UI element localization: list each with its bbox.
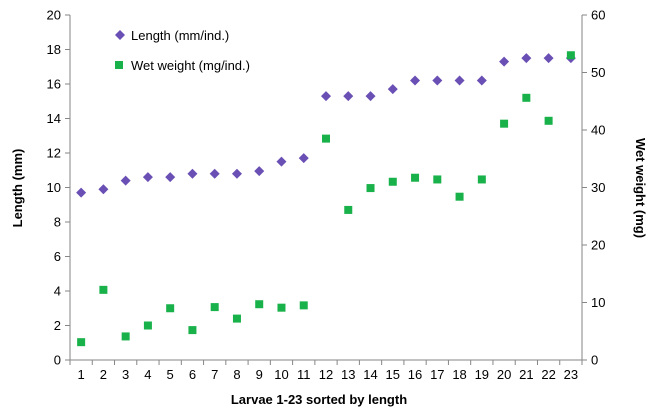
y-left-tick-label: 20 <box>47 8 61 23</box>
length-point <box>321 91 331 102</box>
x-tick-label: 10 <box>274 367 288 382</box>
x-tick-label: 9 <box>256 367 263 382</box>
length-point <box>365 91 376 102</box>
legend-length-label: Length (mm/ind.) <box>131 28 229 43</box>
wet-weight-point <box>166 304 175 313</box>
wet-weight-point <box>77 338 86 347</box>
wet-weight-point <box>455 192 464 201</box>
wet-weight-point <box>143 321 152 330</box>
length-point <box>98 184 109 195</box>
x-tick-label: 8 <box>233 367 240 382</box>
axes-layer <box>65 14 587 365</box>
x-tick-label: 15 <box>386 367 400 382</box>
x-tick-label: 12 <box>319 367 333 382</box>
x-tick-label: 5 <box>167 367 174 382</box>
length-point <box>476 75 487 86</box>
y-left-tick-label: 10 <box>47 180 61 195</box>
y-left-tick-label: 0 <box>54 353 61 368</box>
legend-length-marker <box>115 30 125 40</box>
y-left-tick-label: 14 <box>47 111 61 126</box>
x-tick-label: 14 <box>363 367 377 382</box>
length-point <box>343 91 354 102</box>
x-tick-label: 6 <box>189 367 196 382</box>
x-tick-label: 18 <box>452 367 466 382</box>
length-point <box>276 156 287 167</box>
legend-weight-label: Wet weight (mg/ind.) <box>131 58 250 73</box>
y-right-tick-label: 50 <box>591 65 605 80</box>
wet-weight-point <box>232 314 241 323</box>
x-tick-label: 7 <box>211 367 218 382</box>
wet-weight-point <box>188 326 197 335</box>
length-point <box>499 56 510 67</box>
x-tick-label: 3 <box>122 367 129 382</box>
x-tick-label: 17 <box>430 367 444 382</box>
length-point <box>120 175 131 186</box>
wet-weight-point <box>411 173 420 182</box>
x-tick-label: 21 <box>519 367 533 382</box>
wet-weight-point <box>388 177 397 186</box>
length-point <box>187 168 198 179</box>
y-right-tick-label: 30 <box>591 180 605 195</box>
wet-weight-point <box>544 116 553 125</box>
y-left-tick-label: 2 <box>54 318 61 333</box>
wet-weight-point <box>210 303 219 312</box>
wet-weight-point <box>255 300 264 309</box>
length-point <box>142 172 153 183</box>
wet-weight-point <box>299 301 308 310</box>
y-right-tick-label: 20 <box>591 238 605 253</box>
y-right-tick-label: 0 <box>591 353 598 368</box>
wet-weight-point <box>566 51 575 60</box>
x-tick-label: 19 <box>475 367 489 382</box>
y-right-tick-label: 40 <box>591 123 605 138</box>
length-point <box>410 75 421 86</box>
wet-weight-point <box>522 93 531 102</box>
y-left-tick-label: 12 <box>47 146 61 161</box>
x-tick-label: 13 <box>341 367 355 382</box>
length-point <box>209 168 220 179</box>
length-point <box>165 172 176 183</box>
y-left-tick-label: 4 <box>54 284 61 299</box>
wet-weight-point <box>366 184 375 193</box>
y-left-tick-label: 16 <box>47 77 61 92</box>
y-axis-right-title: Wet weight (mg) <box>633 138 648 238</box>
wet-weight-point <box>433 175 442 184</box>
x-tick-label: 23 <box>564 367 578 382</box>
y-left-tick-label: 6 <box>54 249 61 264</box>
x-tick-label: 11 <box>297 367 311 382</box>
y-left-tick-label: 18 <box>47 42 61 57</box>
wet-weight-point <box>277 303 286 312</box>
wet-weight-point <box>500 119 509 128</box>
x-tick-label: 1 <box>78 367 85 382</box>
length-point <box>298 153 309 164</box>
x-tick-label: 20 <box>497 367 511 382</box>
length-point <box>387 84 398 95</box>
x-tick-label: 4 <box>144 367 151 382</box>
x-tick-label: 22 <box>541 367 555 382</box>
length-point <box>231 168 242 179</box>
x-axis-title: Larvae 1-23 sorted by length <box>231 392 407 407</box>
x-tick-label: 2 <box>100 367 107 382</box>
wet-weight-point <box>344 205 353 214</box>
legend-weight-marker <box>115 61 123 69</box>
legend: Length (mm/ind.) Wet weight (mg/ind.) <box>115 28 250 73</box>
data-marks-layer <box>76 51 576 347</box>
wet-weight-point <box>99 285 108 294</box>
length-point <box>76 187 87 198</box>
length-point <box>432 75 443 86</box>
length-point <box>254 166 265 177</box>
length-point <box>454 75 465 86</box>
y-axis-left-title: Length (mm) <box>10 149 25 228</box>
wet-weight-point <box>322 134 330 143</box>
y-right-tick-label: 10 <box>591 295 605 310</box>
y-left-tick-label: 8 <box>54 215 61 230</box>
wet-weight-point <box>477 175 486 184</box>
length-point <box>543 53 554 64</box>
length-point <box>521 53 532 64</box>
y-right-tick-label: 60 <box>591 8 605 23</box>
wet-weight-point <box>121 332 130 341</box>
x-tick-label: 16 <box>408 367 422 382</box>
